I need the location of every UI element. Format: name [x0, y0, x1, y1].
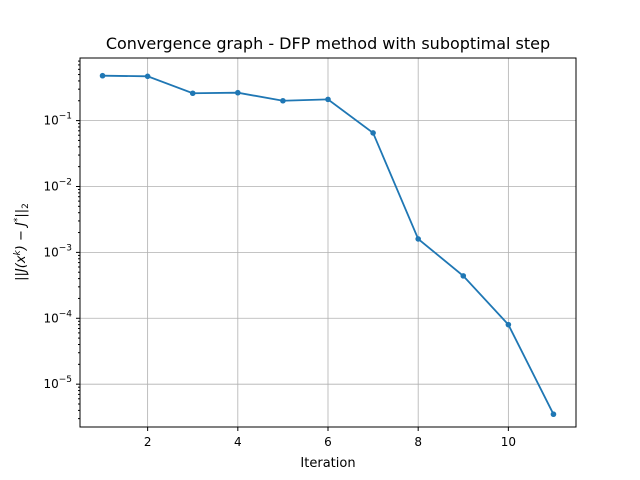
y-axis-label: ||J(xk) − J*||2 — [13, 203, 31, 281]
data-point — [189, 90, 196, 97]
x-tick-label: 2 — [144, 435, 152, 449]
data-point — [235, 89, 241, 96]
data-point — [144, 73, 151, 80]
data-point — [460, 273, 467, 279]
x-tick-label: 4 — [234, 435, 242, 449]
series-layer — [99, 72, 557, 418]
x-axis-label: Iteration — [300, 456, 355, 471]
x-axis: 2 4 6 8 10 — [144, 427, 516, 449]
data-point — [99, 72, 106, 79]
x-tick-label: 6 — [324, 435, 332, 449]
grid-lines — [80, 58, 576, 427]
data-point — [550, 411, 557, 418]
x-tick-label: 8 — [414, 435, 422, 449]
x-tick-label: 10 — [501, 435, 516, 449]
data-point — [415, 236, 421, 242]
data-point — [370, 130, 376, 136]
data-point — [325, 96, 331, 103]
chart-title: Convergence graph - DFP method with subo… — [106, 34, 550, 53]
data-point — [505, 321, 512, 328]
data-point — [280, 97, 286, 104]
